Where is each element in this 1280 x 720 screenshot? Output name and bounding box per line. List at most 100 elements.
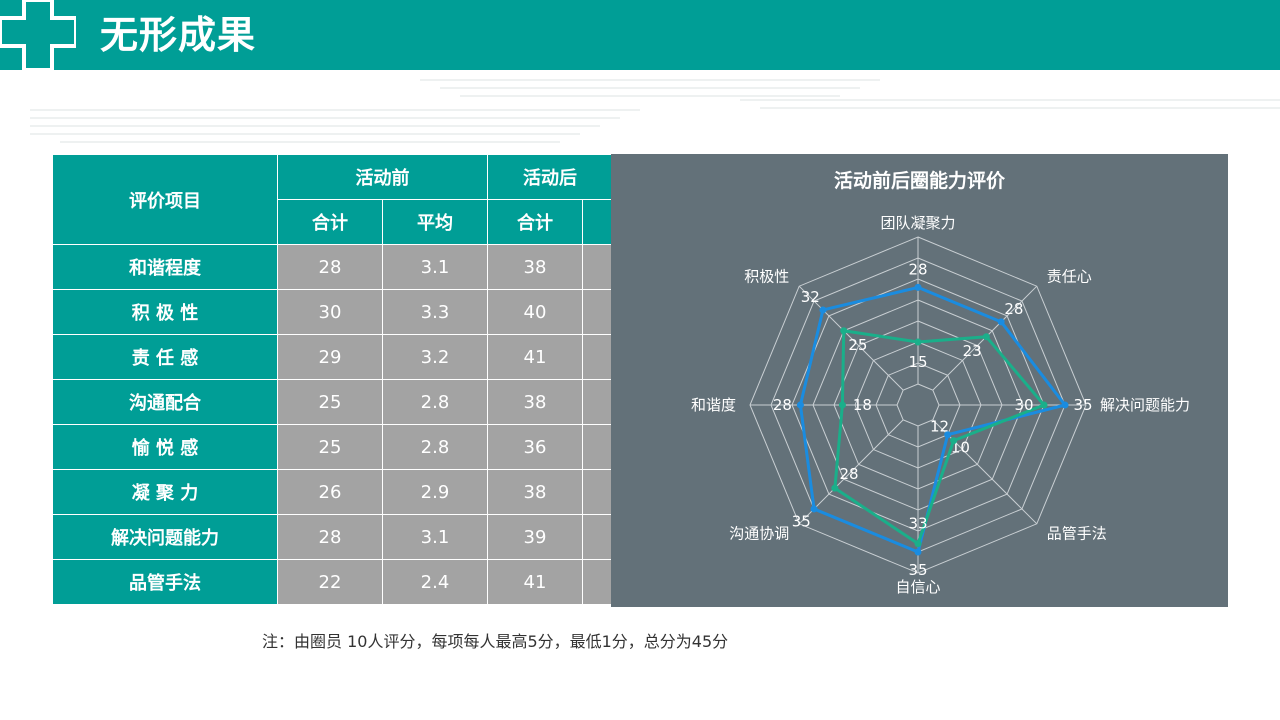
data-label: 18 xyxy=(853,396,872,414)
table-row: 和谐程度 28 3.1 38 xyxy=(52,244,613,290)
data-label: 28 xyxy=(908,260,927,278)
after-sum-header: 合计 xyxy=(487,199,583,245)
category-label: 和谐度 xyxy=(691,396,736,414)
series-line xyxy=(833,329,1046,546)
footnote: 注：由圈员 10人评分，每项每人最高5分，最低1分，总分为45分 xyxy=(262,632,729,651)
before-sum-header: 合计 xyxy=(277,199,383,245)
group-after-header: 活动后 xyxy=(487,154,613,200)
before-avg-cell: 2.9 xyxy=(382,469,488,515)
before-avg-header: 平均 xyxy=(382,199,488,245)
cross-logo-icon xyxy=(0,0,76,70)
before-avg-cell: 3.1 xyxy=(382,244,488,290)
data-point xyxy=(1061,401,1069,409)
data-point xyxy=(831,484,839,492)
before-avg-cell: 3.2 xyxy=(382,334,488,380)
data-label: 35 xyxy=(908,561,927,579)
data-point xyxy=(810,505,818,513)
table-row: 责 任 感 29 3.2 41 xyxy=(52,334,613,380)
data-label: 25 xyxy=(848,336,867,354)
before-sum-cell: 28 xyxy=(277,514,383,560)
before-sum-cell: 22 xyxy=(277,559,383,605)
row-label: 积 极 性 xyxy=(52,289,278,335)
after-avg-cell xyxy=(582,469,613,515)
before-avg-cell: 2.8 xyxy=(382,379,488,425)
row-label: 凝 聚 力 xyxy=(52,469,278,515)
before-sum-cell: 25 xyxy=(277,379,383,425)
after-avg-cell xyxy=(582,514,613,560)
before-avg-cell: 3.3 xyxy=(382,289,488,335)
data-label: 28 xyxy=(839,465,858,483)
row-label: 愉 悦 感 xyxy=(52,424,278,470)
data-point xyxy=(838,401,846,409)
table-corner-header: 评价项目 xyxy=(52,154,278,245)
row-label: 责 任 感 xyxy=(52,334,278,380)
category-label: 积极性 xyxy=(744,267,789,285)
after-sum-cell: 38 xyxy=(487,244,583,290)
data-label: 30 xyxy=(1014,396,1033,414)
after-sum-cell: 38 xyxy=(487,379,583,425)
data-label: 15 xyxy=(908,353,927,371)
data-label: 28 xyxy=(1004,300,1023,318)
after-sum-cell: 36 xyxy=(487,424,583,470)
after-sum-cell: 41 xyxy=(487,334,583,380)
before-sum-cell: 29 xyxy=(277,334,383,380)
after-avg-header xyxy=(582,199,613,245)
data-point xyxy=(819,306,827,314)
after-sum-cell: 38 xyxy=(487,469,583,515)
data-label: 33 xyxy=(908,515,927,533)
category-label: 团队凝聚力 xyxy=(880,214,955,232)
row-label: 解决问题能力 xyxy=(52,514,278,560)
data-label: 23 xyxy=(963,342,982,360)
data-point xyxy=(944,431,952,439)
background-decoration xyxy=(30,79,1280,143)
table-row: 愉 悦 感 25 2.8 36 xyxy=(52,424,613,470)
after-sum-cell: 40 xyxy=(487,289,583,335)
row-label: 和谐程度 xyxy=(52,244,278,290)
page-title: 无形成果 xyxy=(100,13,257,57)
evaluation-table: 评价项目 活动前 活动后 合计 平均 合计 和谐程度 28 3.1 38 积 极… xyxy=(52,154,613,605)
before-avg-cell: 2.4 xyxy=(382,559,488,605)
data-point xyxy=(914,338,922,346)
data-label: 35 xyxy=(792,513,811,531)
table-row: 解决问题能力 28 3.1 39 xyxy=(52,514,613,560)
after-avg-cell xyxy=(582,289,613,335)
after-avg-cell xyxy=(582,379,613,425)
category-label: 自信心 xyxy=(895,578,940,596)
category-label: 解决问题能力 xyxy=(1100,396,1190,414)
data-point xyxy=(840,327,848,335)
data-label: 28 xyxy=(773,396,792,414)
row-label: 品管手法 xyxy=(52,559,278,605)
data-point xyxy=(914,540,922,548)
before-sum-cell: 26 xyxy=(277,469,383,515)
data-label: 12 xyxy=(930,417,949,435)
header-bar: 无形成果 xyxy=(0,0,1280,70)
data-label: 35 xyxy=(1073,396,1092,414)
before-sum-cell: 30 xyxy=(277,289,383,335)
after-avg-cell xyxy=(582,244,613,290)
data-point xyxy=(914,283,922,291)
after-sum-cell: 41 xyxy=(487,559,583,605)
row-label: 沟通配合 xyxy=(52,379,278,425)
data-label: 32 xyxy=(801,288,820,306)
data-point xyxy=(796,401,804,409)
before-sum-cell: 28 xyxy=(277,244,383,290)
table-row: 积 极 性 30 3.3 40 xyxy=(52,289,613,335)
radar-spoke xyxy=(798,285,904,391)
after-avg-cell xyxy=(582,334,613,380)
chart-title: 活动前后圈能力评价 xyxy=(833,170,1005,192)
category-label: 责任心 xyxy=(1047,267,1092,285)
before-avg-cell: 3.1 xyxy=(382,514,488,560)
data-point xyxy=(997,318,1005,326)
after-sum-cell: 39 xyxy=(487,514,583,560)
data-point xyxy=(914,548,922,556)
data-point xyxy=(950,437,958,445)
before-sum-cell: 25 xyxy=(277,424,383,470)
after-avg-cell xyxy=(582,424,613,470)
data-point xyxy=(982,333,990,341)
table-row: 品管手法 22 2.4 41 xyxy=(52,559,613,605)
category-label: 沟通协调 xyxy=(729,525,789,543)
data-point xyxy=(1040,401,1048,409)
before-avg-cell: 2.8 xyxy=(382,424,488,470)
group-before-header: 活动前 xyxy=(277,154,488,200)
